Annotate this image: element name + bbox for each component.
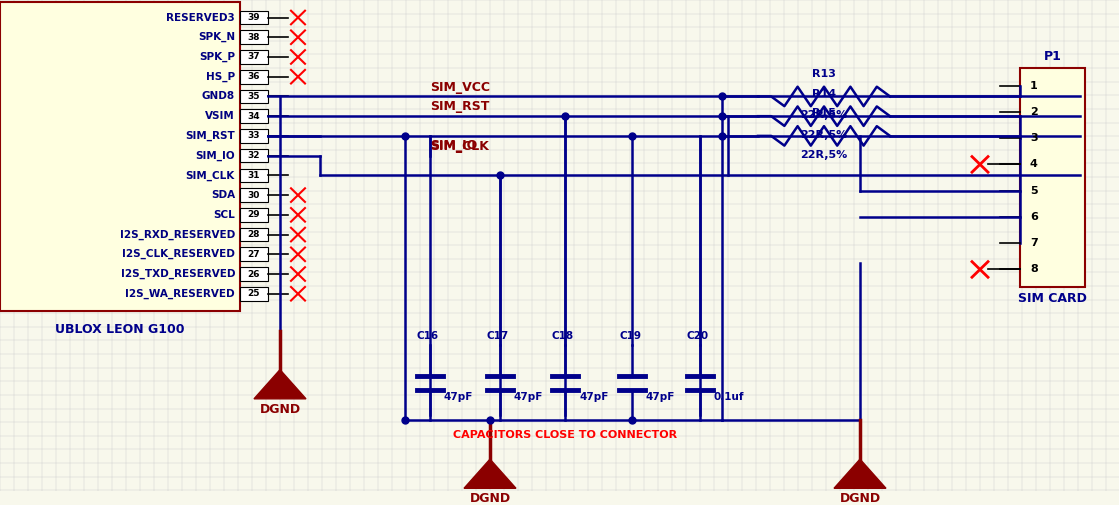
Text: RESERVED3: RESERVED3: [167, 13, 235, 23]
Bar: [239, 50, 267, 64]
Bar: [239, 110, 267, 123]
Text: VSIM: VSIM: [205, 111, 235, 121]
Text: 38: 38: [247, 33, 261, 42]
Text: DGND: DGND: [470, 492, 510, 505]
Bar: [239, 188, 267, 202]
Text: 0.1uf: 0.1uf: [714, 392, 744, 402]
Bar: [239, 89, 267, 103]
Text: 6: 6: [1029, 212, 1038, 222]
Text: 5: 5: [1029, 186, 1037, 195]
Text: 30: 30: [247, 190, 261, 199]
Text: 31: 31: [247, 171, 261, 180]
Text: 35: 35: [247, 92, 261, 101]
Bar: [239, 11, 267, 24]
Text: I2S_TXD_RESERVED: I2S_TXD_RESERVED: [121, 269, 235, 279]
Text: 39: 39: [247, 13, 261, 22]
Text: GND8: GND8: [201, 91, 235, 102]
Text: I2S_CLK_RESERVED: I2S_CLK_RESERVED: [122, 249, 235, 260]
Text: I2S_WA_RESERVED: I2S_WA_RESERVED: [125, 289, 235, 299]
Text: C20: C20: [687, 331, 709, 341]
Bar: [239, 169, 267, 182]
Text: 37: 37: [247, 53, 261, 62]
Text: SPK_P: SPK_P: [199, 52, 235, 62]
Text: 27: 27: [247, 250, 261, 259]
Bar: [239, 70, 267, 83]
Text: 47pF: 47pF: [444, 392, 473, 402]
Text: 28: 28: [247, 230, 261, 239]
Text: SIM CARD: SIM CARD: [1018, 292, 1087, 305]
Bar: [239, 287, 267, 300]
Text: R13: R13: [812, 69, 836, 79]
Text: SIM_RST: SIM_RST: [430, 100, 489, 113]
Text: SIM_VCC: SIM_VCC: [430, 80, 490, 93]
Text: 36: 36: [247, 72, 261, 81]
Text: I2S_RXD_RESERVED: I2S_RXD_RESERVED: [120, 229, 235, 240]
Text: DGND: DGND: [839, 492, 881, 505]
Text: C19: C19: [619, 331, 641, 341]
Text: C17: C17: [487, 331, 509, 341]
Text: SPK_N: SPK_N: [198, 32, 235, 42]
Text: SIM_IO: SIM_IO: [196, 150, 235, 161]
Text: SIM_RST: SIM_RST: [186, 131, 235, 141]
Bar: [239, 208, 267, 222]
Text: 26: 26: [247, 270, 261, 279]
Text: R14: R14: [812, 89, 836, 98]
Text: 1: 1: [1029, 81, 1037, 90]
Text: SIM_CLK: SIM_CLK: [430, 140, 489, 153]
Polygon shape: [254, 370, 305, 399]
Text: 25: 25: [247, 289, 261, 298]
Text: 29: 29: [247, 211, 261, 219]
Text: 47pF: 47pF: [514, 392, 544, 402]
Text: 8: 8: [1029, 265, 1037, 274]
Text: 2: 2: [1029, 107, 1037, 117]
Polygon shape: [464, 459, 516, 488]
Text: P1: P1: [1044, 50, 1062, 63]
Text: 32: 32: [247, 151, 261, 160]
Text: 22R,5%: 22R,5%: [800, 130, 847, 140]
Text: SIM_CLK: SIM_CLK: [186, 170, 235, 180]
Polygon shape: [834, 459, 886, 488]
Bar: [239, 149, 267, 163]
Text: 4: 4: [1029, 160, 1038, 169]
Text: SIM_IO: SIM_IO: [430, 139, 477, 152]
Text: CAPACITORS CLOSE TO CONNECTOR: CAPACITORS CLOSE TO CONNECTOR: [453, 430, 677, 440]
Text: SDA: SDA: [210, 190, 235, 200]
Text: R15: R15: [812, 109, 836, 118]
Bar: [1021, 68, 1085, 287]
Text: 33: 33: [247, 131, 261, 140]
Text: UBLOX LEON G100: UBLOX LEON G100: [55, 323, 185, 336]
Bar: [239, 247, 267, 261]
Text: 47pF: 47pF: [579, 392, 609, 402]
Text: 3: 3: [1029, 133, 1037, 143]
Bar: [239, 267, 267, 281]
Text: SCL: SCL: [214, 210, 235, 220]
Text: C16: C16: [417, 331, 439, 341]
Bar: [239, 228, 267, 241]
Text: 34: 34: [247, 112, 261, 121]
Bar: [239, 30, 267, 44]
Bar: [0, 2, 239, 311]
Text: 22R,5%: 22R,5%: [800, 110, 847, 120]
Text: C18: C18: [552, 331, 574, 341]
Text: 7: 7: [1029, 238, 1037, 248]
Text: HS_P: HS_P: [206, 72, 235, 82]
Text: 47pF: 47pF: [646, 392, 676, 402]
Text: 22R,5%: 22R,5%: [800, 149, 847, 160]
Bar: [239, 129, 267, 143]
Text: DGND: DGND: [260, 402, 301, 416]
